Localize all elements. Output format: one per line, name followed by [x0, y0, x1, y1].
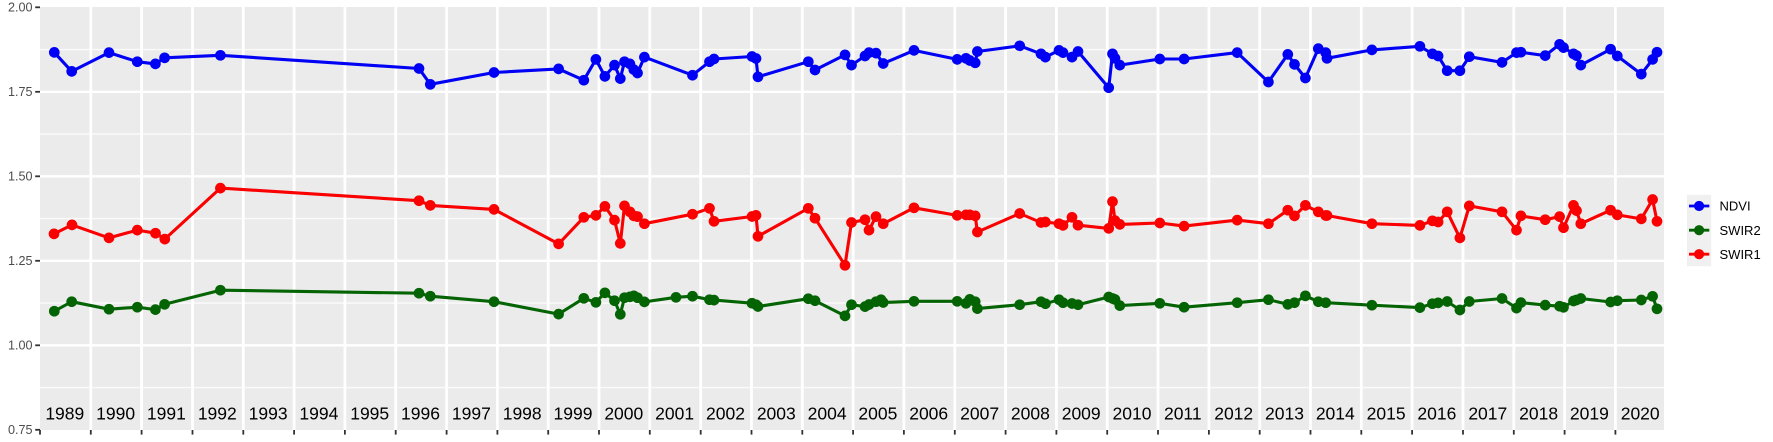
svg-text:1992: 1992: [198, 404, 237, 424]
svg-text:2017: 2017: [1468, 404, 1507, 424]
svg-text:1.75: 1.75: [8, 85, 33, 99]
svg-text:1994: 1994: [299, 404, 338, 424]
svg-text:2019: 2019: [1570, 404, 1609, 424]
svg-text:2018: 2018: [1519, 404, 1558, 424]
svg-text:2004: 2004: [808, 404, 847, 424]
svg-text:SWIR1: SWIR1: [1720, 247, 1761, 262]
svg-text:2008: 2008: [1011, 404, 1050, 424]
svg-text:2003: 2003: [757, 404, 796, 424]
svg-text:2013: 2013: [1265, 404, 1304, 424]
svg-text:1996: 1996: [401, 404, 440, 424]
svg-text:2006: 2006: [909, 404, 948, 424]
svg-text:2009: 2009: [1062, 404, 1101, 424]
svg-text:1995: 1995: [350, 404, 389, 424]
svg-text:1990: 1990: [96, 404, 135, 424]
svg-text:1.50: 1.50: [8, 170, 33, 184]
svg-text:2016: 2016: [1417, 404, 1456, 424]
svg-text:1.25: 1.25: [8, 254, 33, 268]
svg-text:2020: 2020: [1621, 404, 1660, 424]
svg-text:2012: 2012: [1214, 404, 1253, 424]
svg-text:SWIR2: SWIR2: [1720, 223, 1761, 238]
svg-text:1991: 1991: [147, 404, 186, 424]
svg-text:1993: 1993: [249, 404, 288, 424]
svg-text:0.75: 0.75: [8, 423, 33, 437]
svg-text:1999: 1999: [554, 404, 593, 424]
svg-text:1989: 1989: [45, 404, 84, 424]
svg-text:2002: 2002: [706, 404, 745, 424]
svg-text:2005: 2005: [858, 404, 897, 424]
svg-text:2011: 2011: [1164, 404, 1202, 424]
svg-text:2000: 2000: [604, 404, 643, 424]
svg-text:2001: 2001: [655, 404, 694, 424]
svg-text:1.00: 1.00: [8, 339, 33, 353]
svg-text:1997: 1997: [452, 404, 491, 424]
svg-text:1998: 1998: [503, 404, 542, 424]
svg-text:2010: 2010: [1113, 404, 1152, 424]
svg-text:NDVI: NDVI: [1720, 199, 1751, 214]
svg-text:2.00: 2.00: [8, 1, 33, 15]
svg-text:2007: 2007: [960, 404, 999, 424]
svg-text:2014: 2014: [1316, 404, 1355, 424]
svg-text:2015: 2015: [1367, 404, 1406, 424]
